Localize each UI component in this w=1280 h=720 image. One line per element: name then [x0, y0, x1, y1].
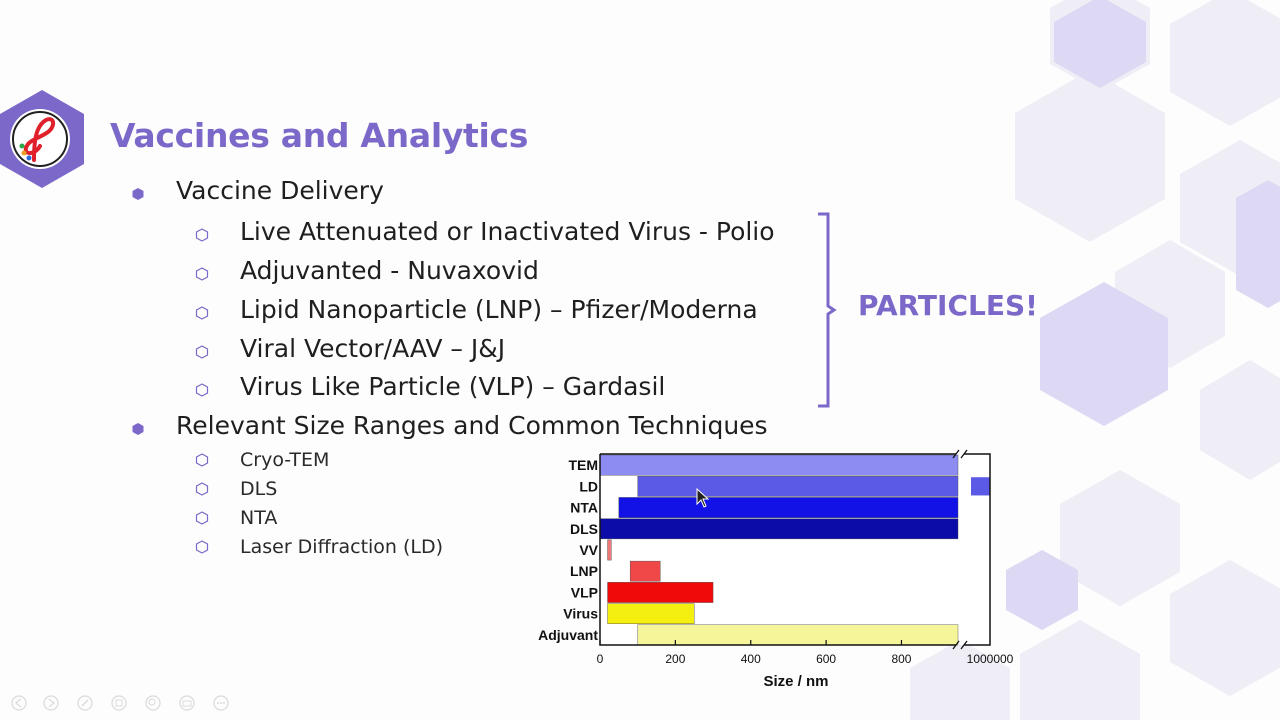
bullet-vaccine-delivery: Vaccine Delivery	[176, 176, 384, 205]
category-label: NTA	[570, 500, 598, 516]
x-tick-label: 600	[816, 652, 836, 666]
next-slide-icon[interactable]	[42, 694, 60, 712]
previous-slide-icon[interactable]	[10, 694, 28, 712]
range-bar-lnp	[629, 560, 661, 582]
mouse-cursor-icon	[696, 488, 710, 508]
bullet-hex-icon	[132, 188, 144, 200]
category-label: Adjuvant	[538, 627, 598, 643]
range-bar-dls	[600, 518, 959, 540]
category-label: LNP	[570, 563, 598, 579]
slide-title: Vaccines and Analytics	[110, 116, 529, 155]
range-bar-virus	[607, 603, 695, 624]
size-range-chart: TEM LD NTA DLS VV LNP VLP Virus Adjuvant 0 200 400 6…	[538, 449, 1014, 690]
range-bar-adjuvant	[637, 624, 959, 646]
category-label: Virus	[563, 606, 598, 622]
subitem-lnp: Lipid Nanoparticle (LNP) – Pfizer/Modern…	[240, 295, 758, 324]
category-label: VV	[579, 542, 598, 558]
pen-icon[interactable]	[76, 694, 94, 712]
x-tick-label-break: 1000000	[967, 652, 1014, 666]
x-tick-label: 200	[665, 652, 685, 666]
subitem-vlp: Virus Like Particle (VLP) – Gardasil	[240, 372, 666, 401]
category-label: LD	[579, 478, 598, 494]
range-bar-tem	[599, 454, 959, 476]
x-axis-title: Size / nm	[763, 673, 828, 690]
sub-bullet-hex-icon	[195, 511, 209, 525]
subitem-viral-vector: Viral Vector/AAV – J&J	[240, 334, 506, 363]
sub-bullet-hex-icon	[195, 267, 209, 281]
slides-grid-icon[interactable]	[110, 694, 128, 712]
break-frame-line	[964, 453, 991, 646]
category-label: DLS	[570, 521, 598, 537]
subitem-cryo-tem: Cryo-TEM	[240, 449, 330, 471]
company-logo	[0, 90, 84, 188]
range-bar-vv	[607, 539, 612, 561]
subitem-nta: NTA	[240, 507, 278, 529]
axis-break-mark	[952, 640, 968, 650]
range-bar-nta	[618, 497, 959, 518]
subitem-live-attenuated: Live Attenuated or Inactivated Virus - P…	[240, 217, 775, 246]
subitem-dls: DLS	[240, 478, 278, 500]
sub-bullet-hex-icon	[195, 540, 209, 554]
axis-break-mark	[952, 449, 968, 459]
range-bar-extension-ld	[971, 477, 990, 496]
sub-bullet-hex-icon	[195, 482, 209, 496]
category-label: VLP	[571, 584, 598, 600]
subtitles-icon[interactable]	[178, 694, 196, 712]
sub-bullet-hex-icon	[195, 383, 209, 397]
sub-bullet-hex-icon	[195, 345, 209, 359]
sub-bullet-hex-icon	[195, 453, 209, 467]
particles-label: PARTICLES!	[858, 289, 1038, 322]
subitem-laser-diffraction: Laser Diffraction (LD)	[240, 536, 444, 558]
bullet-size-ranges: Relevant Size Ranges and Common Techniqu…	[176, 411, 768, 440]
sub-bullet-hex-icon	[195, 228, 209, 242]
grouping-brace	[818, 212, 837, 408]
x-tick-label: 800	[891, 652, 911, 666]
sub-bullet-hex-icon	[195, 306, 209, 320]
more-options-icon[interactable]	[212, 694, 230, 712]
category-label: TEM	[568, 457, 598, 473]
bullet-hex-icon	[132, 423, 144, 435]
zoom-icon[interactable]	[144, 694, 162, 712]
range-bar-ld	[637, 476, 959, 497]
x-tick-label: 400	[741, 652, 761, 666]
range-bar-vlp	[607, 582, 714, 603]
x-tick-label: 0	[597, 652, 604, 666]
subitem-adjuvanted: Adjuvanted - Nuvaxovid	[240, 256, 539, 285]
